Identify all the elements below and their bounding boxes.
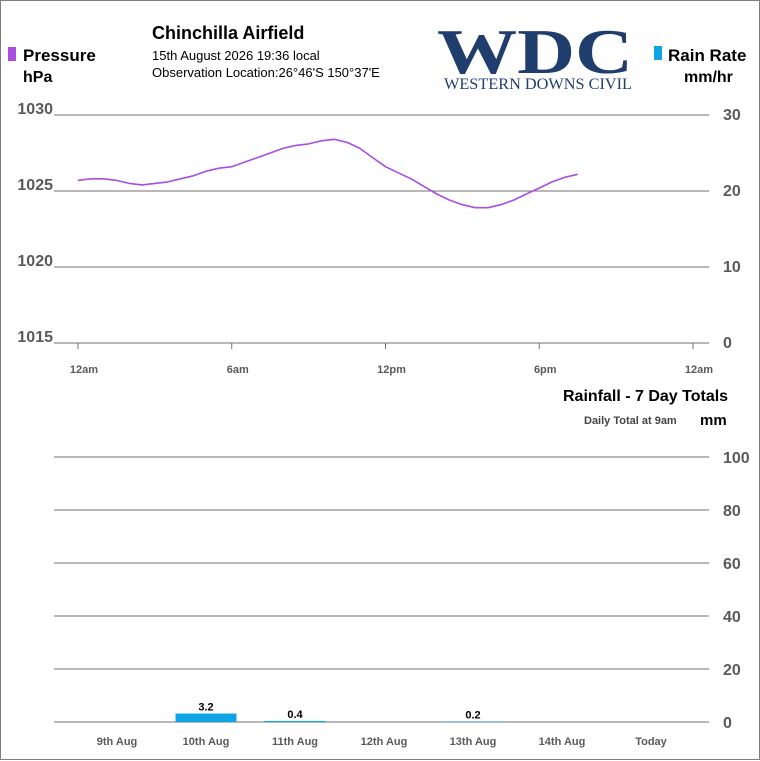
rainfall-bar-value-label: 3.2 bbox=[198, 702, 213, 714]
pressure-y-tick-label: 1030 bbox=[17, 101, 53, 118]
observation-location-value: 26°46'S 150°37'E bbox=[278, 65, 380, 80]
pressure-legend-label: Pressure bbox=[23, 46, 96, 65]
rainfall-bar bbox=[175, 713, 237, 722]
rainfall-bar bbox=[264, 720, 326, 722]
pressure-x-tick-label: 12am bbox=[685, 364, 713, 376]
observation-datetime: 15th August 2026 19:36 local bbox=[152, 48, 320, 63]
pressure-x-tick-label: 12am bbox=[70, 364, 98, 376]
rainfall-chart-subtitle: Daily Total at 9am bbox=[584, 415, 677, 427]
rainfall-x-tick-label: 13th Aug bbox=[450, 736, 497, 748]
rain-rate-y-tick-label: 0 bbox=[723, 335, 732, 352]
station-title: Chinchilla Airfield bbox=[152, 23, 305, 43]
rain-rate-axis-unit: mm/hr bbox=[684, 69, 733, 86]
rain-rate-y-tick-label: 30 bbox=[723, 107, 741, 124]
rainfall-x-tick-label: 10th Aug bbox=[183, 736, 230, 748]
observation-location: Observation Location:26°46'S 150°37'E bbox=[152, 65, 380, 80]
pressure-chart: 1030 1025 1020 1015 30 20 10 0 12am 6am 12pm 6pm 12a… bbox=[17, 101, 740, 376]
rainfall-chart: 100 80 60 40 20 0 9th Aug 10th Aug 3.2 11th Aug 0.… bbox=[54, 450, 750, 748]
pressure-series-line bbox=[77, 138, 578, 209]
pressure-legend-swatch bbox=[8, 47, 16, 61]
rain-rate-y-tick-label: 20 bbox=[723, 183, 741, 200]
rainfall-x-tick-label: 11th Aug bbox=[272, 736, 318, 748]
rainfall-chart-title: Rainfall - 7 Day Totals bbox=[563, 388, 729, 405]
rainfall-y-tick-label: 20 bbox=[723, 662, 741, 679]
rainfall-x-tick-label: 12th Aug bbox=[361, 736, 408, 748]
pressure-axis-unit: hPa bbox=[23, 69, 53, 86]
rain-rate-legend-swatch bbox=[654, 46, 662, 60]
rainfall-y-tick-label: 60 bbox=[723, 556, 741, 573]
pressure-x-tick-label: 6am bbox=[227, 364, 249, 376]
rainfall-x-tick-label: 9th Aug bbox=[97, 736, 138, 748]
rain-rate-y-tick-label: 10 bbox=[723, 259, 741, 276]
pressure-y-tick-label: 1015 bbox=[17, 329, 53, 346]
observation-location-label: Observation Location: bbox=[152, 65, 279, 80]
rainfall-bar-value-label: 0.4 bbox=[287, 709, 303, 721]
rainfall-bar bbox=[442, 721, 504, 722]
rainfall-x-tick-label: 14th Aug bbox=[539, 736, 586, 748]
pressure-x-tick-label: 6pm bbox=[534, 364, 557, 376]
rainfall-y-tick-label: 40 bbox=[723, 609, 741, 626]
pressure-x-tick-label: 12pm bbox=[377, 364, 406, 376]
pressure-y-tick-label: 1020 bbox=[17, 253, 53, 270]
rainfall-y-tick-label: 80 bbox=[723, 503, 741, 520]
rainfall-axis-unit: mm bbox=[700, 412, 727, 429]
rain-rate-legend-label: Rain Rate bbox=[668, 46, 747, 65]
rainfall-x-tick-label: Today bbox=[635, 736, 667, 748]
rainfall-y-tick-label: 100 bbox=[723, 450, 750, 467]
rainfall-bar-value-label: 0.2 bbox=[465, 709, 480, 721]
pressure-y-tick-label: 1025 bbox=[17, 177, 53, 194]
rainfall-y-tick-label: 0 bbox=[723, 715, 732, 732]
